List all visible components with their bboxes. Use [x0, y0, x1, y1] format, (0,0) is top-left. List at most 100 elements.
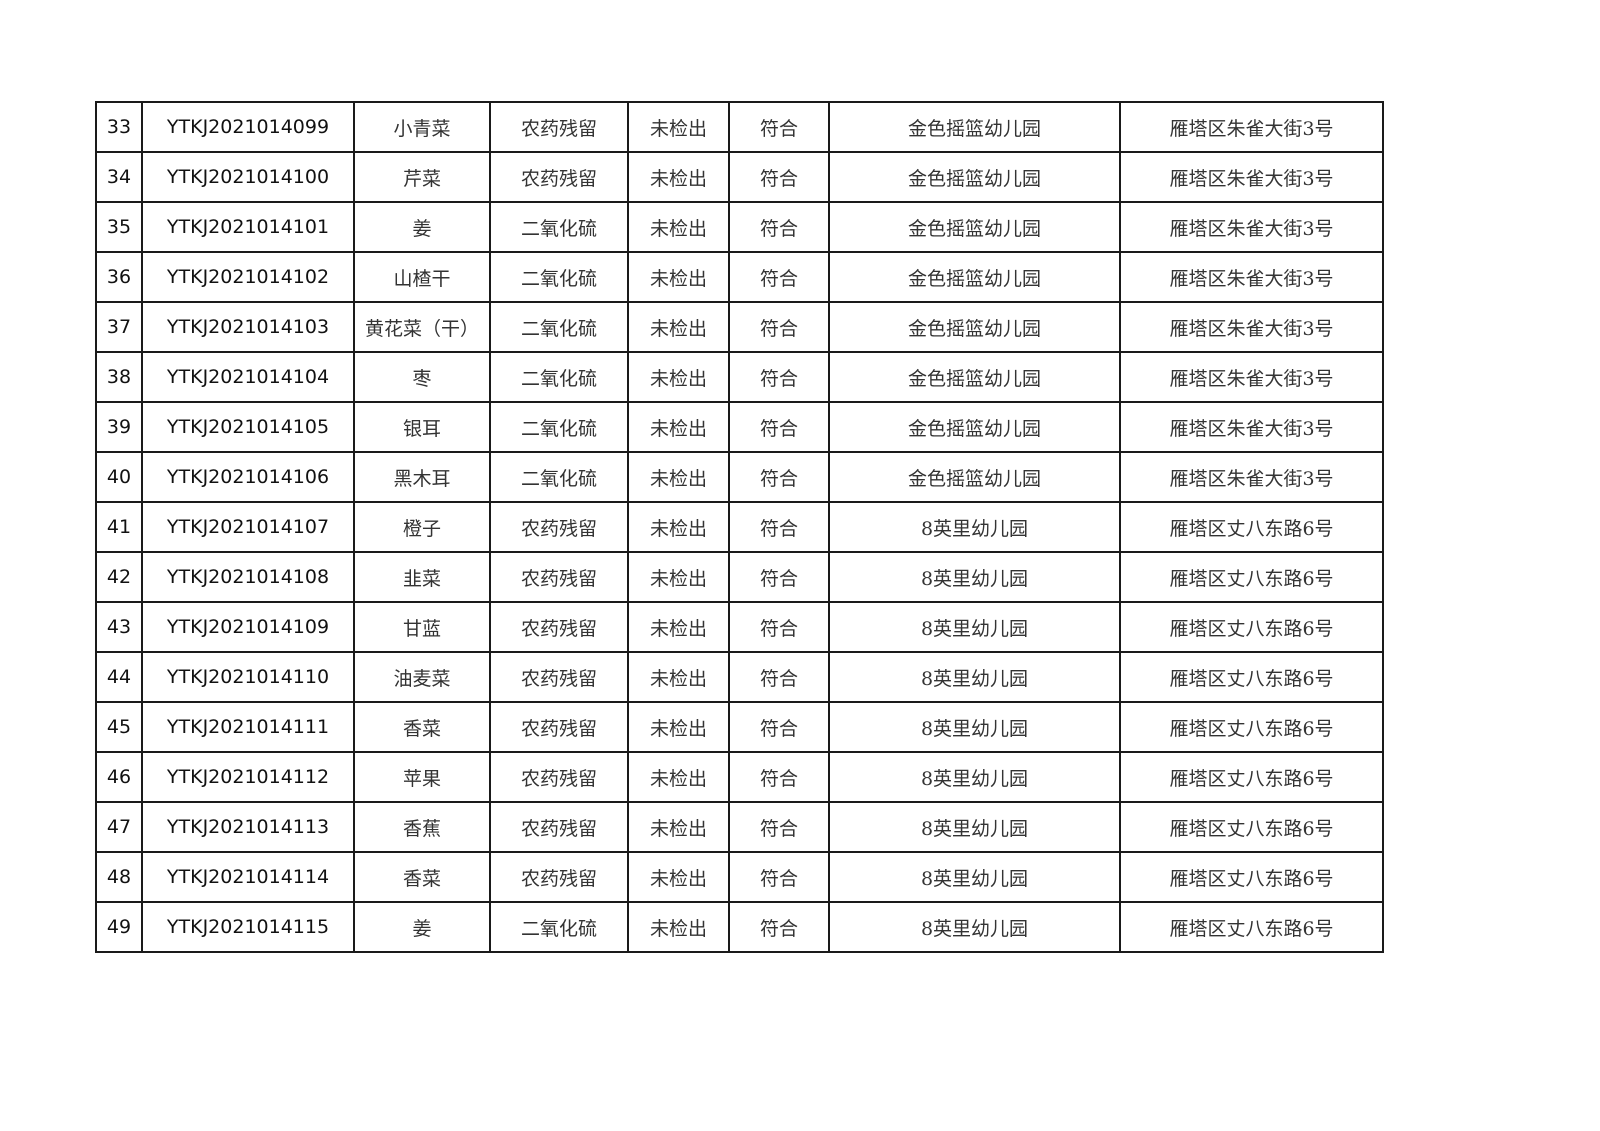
unit-address-cell: 雁塔区朱雀大街3号: [1119, 301, 1384, 353]
test-result-cell: 未检出: [627, 251, 730, 303]
conclusion-cell: 符合: [728, 301, 830, 353]
table-row: 45 YTKJ2021014111 香菜 农药残留 未检出 符合 8英里幼儿园 雁塔区丈八东路…: [95, 701, 1384, 753]
unit-address-cell: 雁塔区丈八东路6号: [1119, 751, 1384, 803]
table-row: 37 YTKJ2021014103 黄花菜（干） 二氧化硫 未检出 符合 金色摇篮幼儿园 雁塔…: [95, 301, 1384, 353]
sample-name-cell: 姜: [353, 201, 491, 253]
test-result-cell: 未检出: [627, 651, 730, 703]
unit-address-cell: 雁塔区朱雀大街3号: [1119, 201, 1384, 253]
test-item-cell: 二氧化硫: [489, 901, 629, 953]
test-item-cell: 农药残留: [489, 151, 629, 203]
inspection-results-table: 33 YTKJ2021014099 小青菜 农药残留 未检出 符合 金色摇篮幼儿园 雁塔区朱雀…: [95, 101, 1384, 953]
sampled-unit-cell: 8英里幼儿园: [828, 901, 1121, 953]
unit-address-cell: 雁塔区丈八东路6号: [1119, 651, 1384, 703]
unit-address-cell: 雁塔区朱雀大街3号: [1119, 151, 1384, 203]
sample-code-cell: YTKJ2021014108: [141, 551, 355, 603]
table-row: 36 YTKJ2021014102 山楂干 二氧化硫 未检出 符合 金色摇篮幼儿园 雁塔区朱雀…: [95, 251, 1384, 303]
unit-address-cell: 雁塔区丈八东路6号: [1119, 801, 1384, 853]
conclusion-cell: 符合: [728, 801, 830, 853]
test-item-cell: 二氧化硫: [489, 301, 629, 353]
table-row: 49 YTKJ2021014115 姜二氧化硫 未检出 符合 8英里幼儿园 雁塔区丈八东路6…: [95, 901, 1384, 953]
sampled-unit-cell: 8英里幼儿园: [828, 501, 1121, 553]
sampled-unit-cell: 金色摇篮幼儿园: [828, 301, 1121, 353]
test-item-cell: 二氧化硫: [489, 251, 629, 303]
conclusion-cell: 符合: [728, 851, 830, 903]
table-row: 38 YTKJ2021014104 枣二氧化硫 未检出 符合 金色摇篮幼儿园 雁塔区朱雀大街…: [95, 351, 1384, 403]
sample-code-cell: YTKJ2021014099: [141, 101, 355, 153]
row-number-cell: 36: [95, 251, 143, 303]
table-row: 44 YTKJ2021014110 油麦菜 农药残留 未检出 符合 8英里幼儿园 雁塔区丈八东…: [95, 651, 1384, 703]
row-number-cell: 46: [95, 751, 143, 803]
table-row: 33 YTKJ2021014099 小青菜 农药残留 未检出 符合 金色摇篮幼儿园 雁塔区朱雀…: [95, 101, 1384, 153]
sample-code-cell: YTKJ2021014115: [141, 901, 355, 953]
sampled-unit-cell: 金色摇篮幼儿园: [828, 101, 1121, 153]
test-result-cell: 未检出: [627, 101, 730, 153]
row-number-cell: 34: [95, 151, 143, 203]
sampled-unit-cell: 金色摇篮幼儿园: [828, 351, 1121, 403]
conclusion-cell: 符合: [728, 451, 830, 503]
sample-name-cell: 香菜: [353, 851, 491, 903]
sample-name-cell: 香菜: [353, 701, 491, 753]
test-result-cell: 未检出: [627, 701, 730, 753]
test-result-cell: 未检出: [627, 601, 730, 653]
row-number-cell: 42: [95, 551, 143, 603]
row-number-cell: 38: [95, 351, 143, 403]
sample-name-cell: 苹果: [353, 751, 491, 803]
sample-code-cell: YTKJ2021014110: [141, 651, 355, 703]
unit-address-cell: 雁塔区丈八东路6号: [1119, 551, 1384, 603]
sampled-unit-cell: 8英里幼儿园: [828, 651, 1121, 703]
sample-name-cell: 油麦菜: [353, 651, 491, 703]
table-row: 34 YTKJ2021014100 芹菜 农药残留 未检出 符合 金色摇篮幼儿园 雁塔区朱雀大…: [95, 151, 1384, 203]
unit-address-cell: 雁塔区丈八东路6号: [1119, 701, 1384, 753]
test-item-cell: 农药残留: [489, 501, 629, 553]
sample-name-cell: 枣: [353, 351, 491, 403]
table-row: 46 YTKJ2021014112 苹果 农药残留 未检出 符合 8英里幼儿园 雁塔区丈八东路…: [95, 751, 1384, 803]
sampled-unit-cell: 8英里幼儿园: [828, 851, 1121, 903]
conclusion-cell: 符合: [728, 201, 830, 253]
unit-address-cell: 雁塔区丈八东路6号: [1119, 901, 1384, 953]
test-item-cell: 农药残留: [489, 101, 629, 153]
conclusion-cell: 符合: [728, 151, 830, 203]
sample-code-cell: YTKJ2021014111: [141, 701, 355, 753]
test-result-cell: 未检出: [627, 801, 730, 853]
sample-code-cell: YTKJ2021014101: [141, 201, 355, 253]
sampled-unit-cell: 8英里幼儿园: [828, 551, 1121, 603]
test-result-cell: 未检出: [627, 151, 730, 203]
test-result-cell: 未检出: [627, 851, 730, 903]
sampled-unit-cell: 8英里幼儿园: [828, 801, 1121, 853]
sample-code-cell: YTKJ2021014113: [141, 801, 355, 853]
table-row: 43 YTKJ2021014109 甘蓝 农药残留 未检出 符合 8英里幼儿园 雁塔区丈八东路…: [95, 601, 1384, 653]
unit-address-cell: 雁塔区朱雀大街3号: [1119, 401, 1384, 453]
conclusion-cell: 符合: [728, 501, 830, 553]
unit-address-cell: 雁塔区丈八东路6号: [1119, 501, 1384, 553]
unit-address-cell: 雁塔区丈八东路6号: [1119, 601, 1384, 653]
test-item-cell: 二氧化硫: [489, 201, 629, 253]
row-number-cell: 41: [95, 501, 143, 553]
table-row: 47 YTKJ2021014113 香蕉 农药残留 未检出 符合 8英里幼儿园 雁塔区丈八东路…: [95, 801, 1384, 853]
conclusion-cell: 符合: [728, 351, 830, 403]
sample-name-cell: 韭菜: [353, 551, 491, 603]
sample-code-cell: YTKJ2021014102: [141, 251, 355, 303]
sample-name-cell: 甘蓝: [353, 601, 491, 653]
sample-name-cell: 山楂干: [353, 251, 491, 303]
row-number-cell: 47: [95, 801, 143, 853]
sample-code-cell: YTKJ2021014105: [141, 401, 355, 453]
test-result-cell: 未检出: [627, 551, 730, 603]
sample-name-cell: 香蕉: [353, 801, 491, 853]
test-result-cell: 未检出: [627, 401, 730, 453]
conclusion-cell: 符合: [728, 901, 830, 953]
test-result-cell: 未检出: [627, 901, 730, 953]
sample-name-cell: 黑木耳: [353, 451, 491, 503]
sampled-unit-cell: 8英里幼儿园: [828, 751, 1121, 803]
row-number-cell: 33: [95, 101, 143, 153]
row-number-cell: 37: [95, 301, 143, 353]
unit-address-cell: 雁塔区朱雀大街3号: [1119, 251, 1384, 303]
unit-address-cell: 雁塔区朱雀大街3号: [1119, 451, 1384, 503]
table-row: 39 YTKJ2021014105 银耳 二氧化硫 未检出 符合 金色摇篮幼儿园 雁塔区朱雀大…: [95, 401, 1384, 453]
sample-code-cell: YTKJ2021014109: [141, 601, 355, 653]
row-number-cell: 48: [95, 851, 143, 903]
sampled-unit-cell: 8英里幼儿园: [828, 701, 1121, 753]
conclusion-cell: 符合: [728, 651, 830, 703]
sample-code-cell: YTKJ2021014112: [141, 751, 355, 803]
test-result-cell: 未检出: [627, 501, 730, 553]
conclusion-cell: 符合: [728, 601, 830, 653]
